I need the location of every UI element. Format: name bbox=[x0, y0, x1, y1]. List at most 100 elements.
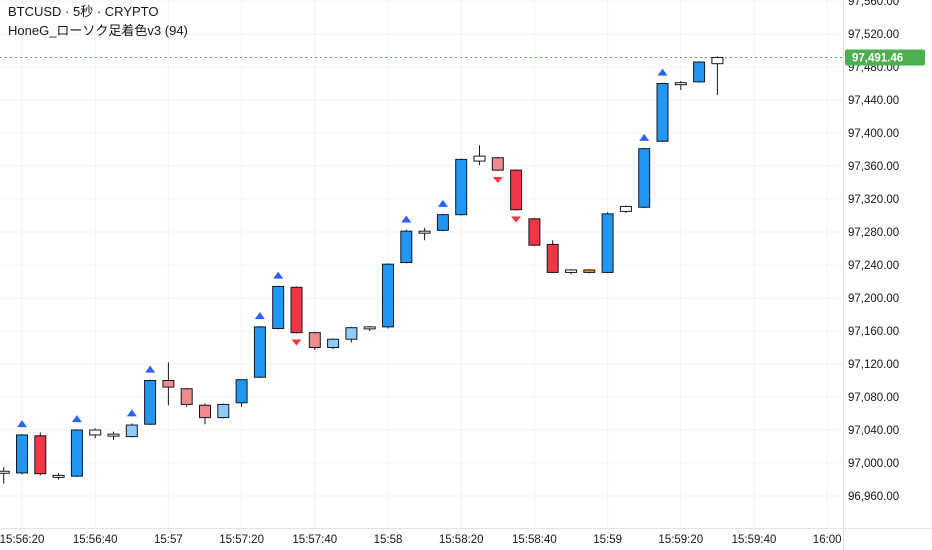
candle-body bbox=[180, 388, 193, 405]
price-tick-label: 97,400.00 bbox=[848, 128, 899, 140]
buy-signal-triangle bbox=[126, 409, 137, 417]
candle-body bbox=[0, 470, 10, 474]
price-tick-label: 97,160.00 bbox=[848, 326, 899, 338]
price-tick-label: 97,360.00 bbox=[848, 161, 899, 173]
candle bbox=[272, 285, 285, 330]
candle bbox=[473, 145, 486, 166]
chart-legend: BTCUSD · 5秒 · CRYPTO HoneG_ローソク足着色v3 (94… bbox=[8, 2, 188, 40]
price-tick-label: 97,000.00 bbox=[848, 458, 899, 470]
candle bbox=[491, 156, 504, 171]
candle-body bbox=[290, 286, 303, 334]
candle bbox=[144, 379, 157, 426]
price-tick-label: 97,200.00 bbox=[848, 293, 899, 305]
candle bbox=[656, 82, 669, 143]
candle bbox=[546, 240, 559, 274]
candle-body bbox=[107, 433, 120, 437]
candle-body bbox=[272, 285, 285, 330]
candle-body bbox=[363, 326, 376, 330]
time-tick-label: 15:57:20 bbox=[219, 534, 264, 546]
candle-body bbox=[601, 213, 614, 273]
candle-body bbox=[253, 326, 266, 378]
candle-body bbox=[619, 205, 632, 212]
candle bbox=[327, 338, 340, 350]
time-tick-label: 15:59:40 bbox=[732, 534, 777, 546]
candle-body bbox=[70, 429, 83, 477]
candle bbox=[382, 263, 394, 329]
candle-body bbox=[546, 243, 559, 273]
candle-body bbox=[144, 380, 157, 425]
candle bbox=[528, 217, 541, 247]
candle bbox=[400, 229, 413, 264]
candle-layer bbox=[0, 56, 724, 484]
candle bbox=[217, 403, 230, 419]
candle-body bbox=[308, 332, 321, 348]
candle-body bbox=[199, 404, 211, 419]
candle bbox=[436, 213, 449, 232]
candle-body bbox=[235, 379, 248, 404]
candle bbox=[89, 428, 102, 439]
buy-signal-triangle bbox=[145, 365, 156, 373]
candle-body bbox=[382, 263, 394, 328]
candle-body bbox=[217, 403, 230, 419]
candle-body bbox=[327, 338, 340, 348]
candle-body bbox=[711, 57, 724, 65]
candle-body bbox=[473, 155, 486, 162]
last-price-value: 97,491.46 bbox=[852, 53, 903, 65]
grid-layer bbox=[0, 0, 843, 528]
candle bbox=[565, 269, 577, 275]
candle bbox=[711, 56, 724, 96]
candle-body bbox=[345, 327, 358, 340]
sell-signal-triangle bbox=[492, 176, 503, 183]
candle-body bbox=[638, 148, 651, 208]
symbol-legend[interactable]: BTCUSD · 5秒 · CRYPTO bbox=[8, 4, 159, 19]
sell-signal-triangle bbox=[511, 216, 522, 223]
candle-body bbox=[34, 435, 47, 475]
candle bbox=[180, 387, 193, 407]
candle bbox=[455, 158, 468, 216]
price-tick-label: 97,240.00 bbox=[848, 260, 899, 272]
candle-body bbox=[400, 230, 413, 264]
last-price-badge: 97,491.46 bbox=[845, 49, 925, 66]
candle-body bbox=[693, 61, 706, 83]
sell-signal-triangle bbox=[291, 339, 302, 346]
candle bbox=[16, 434, 28, 475]
buy-signal-triangle bbox=[657, 68, 668, 76]
candle bbox=[619, 205, 632, 214]
price-tick-label: 97,040.00 bbox=[848, 425, 899, 437]
candle-body bbox=[52, 474, 65, 478]
price-tick-label: 97,560.00 bbox=[848, 0, 899, 8]
signal-layer bbox=[17, 68, 668, 428]
candle bbox=[308, 331, 321, 350]
price-tick-label: 97,280.00 bbox=[848, 227, 899, 239]
candle bbox=[674, 81, 687, 91]
candle-body bbox=[455, 158, 468, 216]
candle bbox=[125, 423, 138, 438]
last-price-badge-bg bbox=[845, 49, 925, 66]
time-tick-label: 15:58:20 bbox=[439, 534, 484, 546]
candle bbox=[52, 472, 65, 480]
candle bbox=[0, 467, 10, 484]
indicator-legend[interactable]: HoneG_ローソク足着色v3 (94) bbox=[8, 23, 188, 38]
candle bbox=[693, 61, 706, 83]
time-tick-label: 15:59:20 bbox=[658, 534, 703, 546]
candle bbox=[363, 326, 376, 331]
buy-signal-triangle bbox=[401, 215, 412, 223]
candle-body bbox=[418, 230, 431, 234]
time-tick-label: 15:57:40 bbox=[292, 534, 337, 546]
candle bbox=[70, 429, 83, 478]
buy-signal-triangle bbox=[273, 271, 284, 279]
time-axis[interactable]: 15:56:20 15:56:40 15:57 15:57:20 15:57:40 15:… bbox=[0, 528, 932, 547]
candle bbox=[583, 269, 596, 274]
time-tick-label: 15:58:40 bbox=[512, 534, 557, 546]
candle bbox=[199, 403, 211, 425]
candle bbox=[601, 212, 614, 274]
price-tick-label: 97,120.00 bbox=[848, 359, 899, 371]
time-tick-label: 16:00 bbox=[813, 534, 842, 546]
price-tick-label: 96,960.00 bbox=[848, 491, 899, 503]
price-axis[interactable]: 96,960.00 97,000.00 97,040.00 97,080.00 97,1… bbox=[843, 0, 926, 550]
candle-body bbox=[528, 218, 541, 246]
price-tick-label: 97,080.00 bbox=[848, 392, 899, 404]
candle bbox=[638, 147, 651, 209]
